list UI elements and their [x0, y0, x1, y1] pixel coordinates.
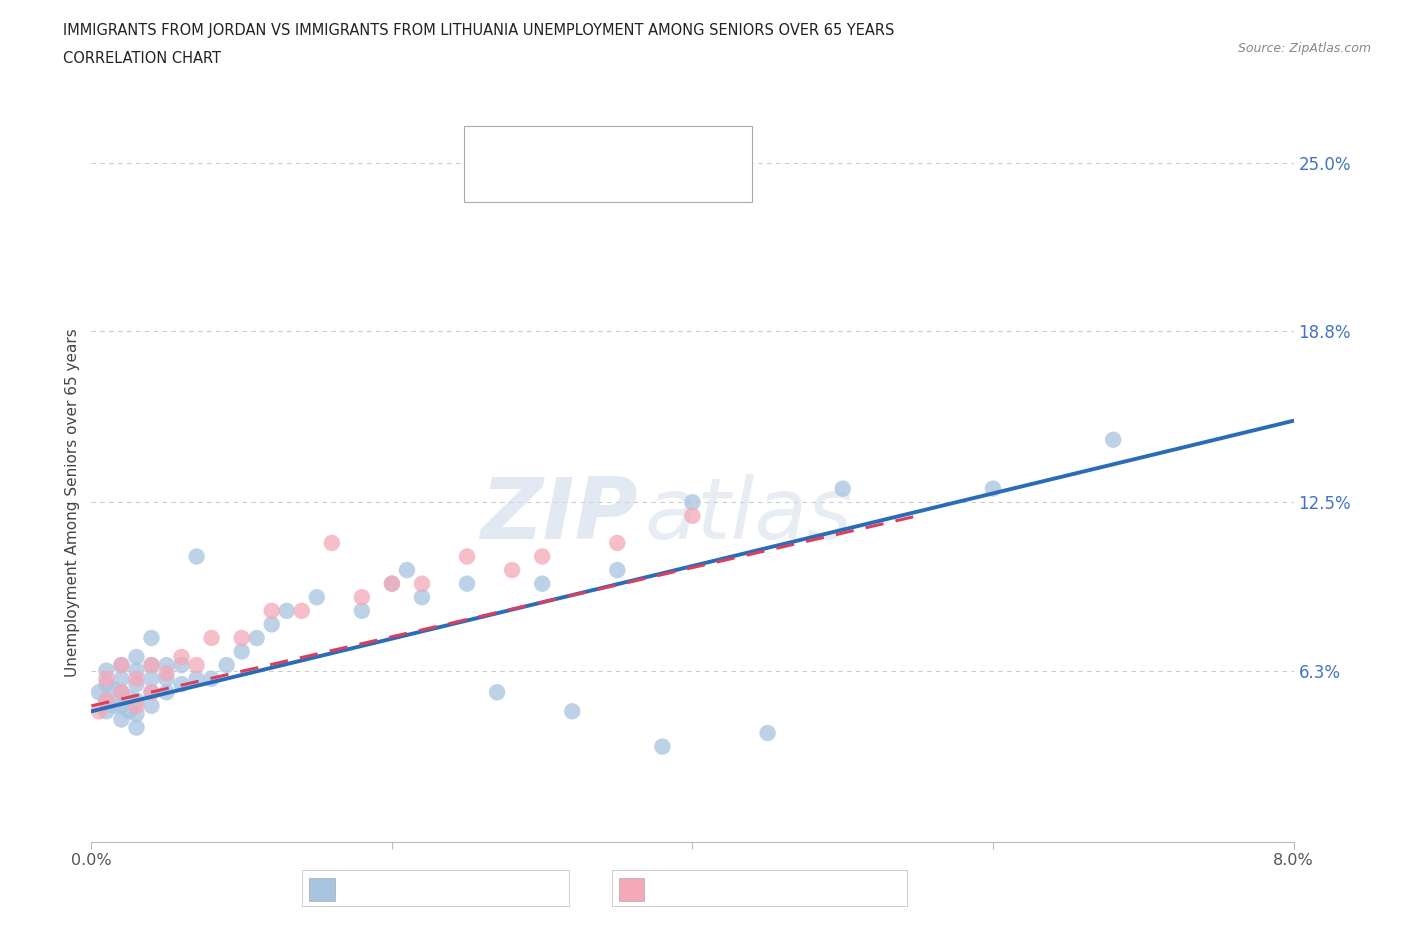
Point: [231, 631, 253, 645]
Point: [110, 684, 132, 699]
Point: [456, 549, 478, 564]
Point: [321, 536, 343, 551]
Point: [141, 658, 163, 672]
Bar: [474, 167, 499, 191]
Point: [231, 644, 253, 659]
Point: [186, 549, 208, 564]
Point: [681, 495, 703, 510]
Point: [350, 590, 373, 604]
Point: [125, 693, 148, 708]
Point: [96, 693, 118, 708]
Text: atlas: atlas: [644, 474, 852, 557]
Point: [141, 631, 163, 645]
Point: [110, 658, 132, 672]
Point: [155, 671, 177, 686]
Text: Source: ZipAtlas.com: Source: ZipAtlas.com: [1237, 42, 1371, 55]
Point: [186, 658, 208, 672]
Text: ZIP: ZIP: [481, 474, 638, 557]
Point: [110, 698, 132, 713]
Point: [606, 563, 628, 578]
Point: [531, 549, 554, 564]
Text: R =: R =: [509, 171, 544, 186]
Text: R =: R =: [509, 140, 544, 154]
Point: [125, 720, 148, 735]
Point: [456, 577, 478, 591]
Text: IMMIGRANTS FROM JORDAN VS IMMIGRANTS FROM LITHUANIA UNEMPLOYMENT AMONG SENIORS O: IMMIGRANTS FROM JORDAN VS IMMIGRANTS FRO…: [63, 23, 894, 38]
Point: [1102, 432, 1125, 447]
Point: [96, 693, 118, 708]
Point: [486, 684, 509, 699]
Point: [141, 671, 163, 686]
Point: [155, 684, 177, 699]
Point: [981, 481, 1004, 496]
Point: [96, 677, 118, 692]
Point: [201, 631, 224, 645]
Text: 54: 54: [668, 140, 690, 154]
Point: [118, 704, 141, 719]
Point: [141, 684, 163, 699]
Point: [260, 604, 283, 618]
Point: [103, 698, 125, 713]
Point: [215, 658, 238, 672]
Point: [125, 663, 148, 678]
Point: [411, 577, 433, 591]
Point: [96, 704, 118, 719]
Point: [186, 671, 208, 686]
Point: [756, 725, 779, 740]
Text: CORRELATION CHART: CORRELATION CHART: [63, 51, 221, 66]
Point: [651, 739, 673, 754]
Point: [291, 604, 314, 618]
Point: [260, 617, 283, 631]
Point: [246, 631, 269, 645]
Point: [305, 590, 328, 604]
Point: [110, 684, 132, 699]
Point: [531, 577, 554, 591]
Point: [125, 698, 148, 713]
Point: [155, 666, 177, 681]
Point: [87, 684, 110, 699]
Point: [681, 509, 703, 524]
Point: [561, 704, 583, 719]
Point: [141, 658, 163, 672]
Point: [276, 604, 298, 618]
Point: [350, 604, 373, 618]
Text: N =: N =: [613, 171, 659, 186]
Point: [141, 698, 163, 713]
Point: [606, 536, 628, 551]
Point: [831, 481, 853, 496]
Text: 25: 25: [668, 171, 690, 186]
Bar: [474, 136, 499, 159]
Point: [395, 563, 418, 578]
Text: Immigrants from Jordan: Immigrants from Jordan: [340, 883, 515, 897]
Point: [87, 704, 110, 719]
Point: [125, 677, 148, 692]
Point: [110, 712, 132, 727]
Text: N =: N =: [613, 140, 659, 154]
Point: [96, 671, 118, 686]
Point: [125, 671, 148, 686]
Text: 0.458: 0.458: [543, 140, 593, 154]
Point: [381, 577, 404, 591]
Point: [96, 663, 118, 678]
Point: [110, 671, 132, 686]
Point: [170, 677, 193, 692]
Point: [170, 658, 193, 672]
Text: Immigrants from Lithuania: Immigrants from Lithuania: [650, 883, 845, 897]
Point: [125, 707, 148, 722]
Text: 0.415: 0.415: [543, 171, 593, 186]
Point: [411, 590, 433, 604]
Y-axis label: Unemployment Among Seniors over 65 years: Unemployment Among Seniors over 65 years: [65, 328, 80, 677]
Point: [110, 658, 132, 672]
Point: [103, 682, 125, 697]
Point: [170, 649, 193, 664]
Point: [155, 658, 177, 672]
Point: [381, 577, 404, 591]
Point: [501, 563, 523, 578]
Point: [118, 690, 141, 705]
Point: [201, 671, 224, 686]
Point: [125, 649, 148, 664]
Point: [141, 684, 163, 699]
